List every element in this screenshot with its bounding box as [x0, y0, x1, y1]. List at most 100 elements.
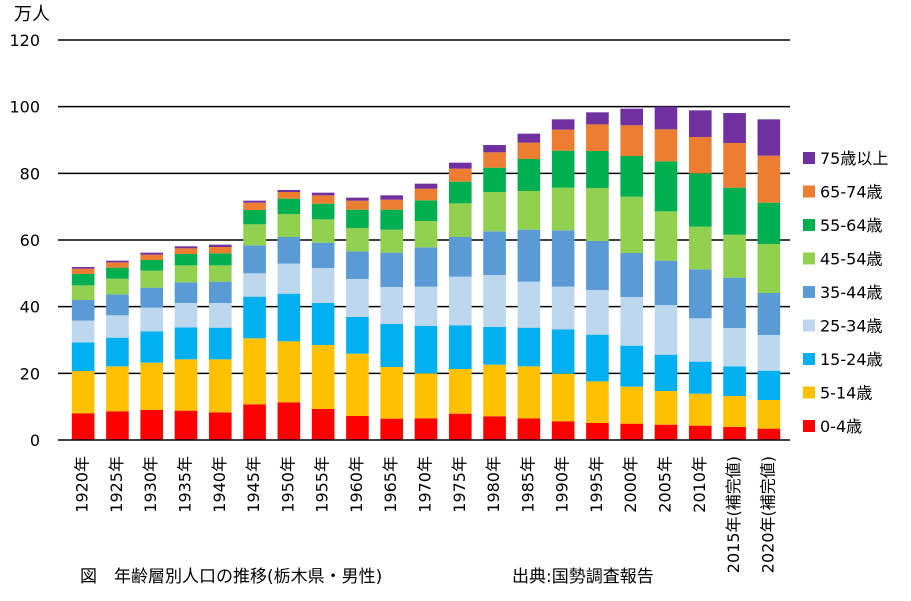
bar-segment: [586, 290, 609, 335]
legend-label: 65-74歳: [820, 183, 883, 202]
bar-segment: [277, 341, 301, 403]
legend-swatch: [803, 185, 815, 198]
bar-segment: [243, 296, 266, 339]
bar-segment: [586, 188, 609, 241]
bar-segment: [757, 202, 781, 244]
x-tick-label: 1920年: [73, 456, 92, 513]
bar-segment: [140, 331, 164, 363]
bar-segment: [277, 190, 301, 192]
bar-segment: [106, 411, 129, 440]
bar-segment: [106, 366, 129, 412]
bar-segment: [106, 294, 129, 316]
bar-segment: [723, 143, 746, 188]
x-tick-label: 2005年: [656, 456, 675, 513]
bar-segment: [243, 338, 266, 405]
bar-segment: [517, 281, 541, 328]
source-caption: 出典:国勢調査報告: [512, 567, 654, 587]
bar-segment: [688, 318, 712, 362]
bar-segment: [311, 192, 335, 196]
bar-segment: [551, 119, 575, 130]
bar-segment: [483, 145, 506, 153]
bar-segment: [551, 286, 575, 330]
bar-segment: [311, 303, 335, 345]
bar-segment: [208, 265, 232, 282]
bar-segment: [414, 373, 438, 419]
x-tick-label: 2000年: [621, 456, 640, 513]
bar-segment: [483, 275, 506, 327]
bar-segment: [174, 248, 198, 254]
bar-segment: [380, 418, 404, 440]
bar-segment: [688, 137, 712, 174]
bar-segment: [551, 230, 575, 287]
legend-label: 55-64歳: [820, 216, 883, 235]
bar-segment: [414, 418, 438, 440]
bar-segment: [311, 203, 335, 220]
legend-label: 35-44歳: [820, 283, 883, 302]
x-axis: 1920年 1925年 1930年 1935年 1940年 1945年 1950年 1955年…: [58, 439, 790, 573]
bar-segment: [346, 197, 369, 201]
legend-label: 75歳以上: [820, 149, 888, 168]
bar-segment: [71, 371, 95, 414]
bar-segment: [208, 327, 232, 360]
bar-segment: [688, 269, 712, 319]
bar-segment: [140, 270, 164, 288]
bar-segment: [140, 362, 164, 410]
bar-segment: [551, 129, 575, 151]
bar-segment: [620, 196, 644, 253]
bar-segment: [380, 195, 404, 200]
bar-segment: [517, 142, 541, 159]
bar-segment: [723, 277, 746, 328]
y-tick-label: 80: [20, 164, 40, 183]
bar-segment: [140, 260, 164, 271]
bar-segment: [277, 293, 301, 342]
legend-swatch: [803, 219, 815, 231]
bar-segment: [346, 209, 369, 228]
bar-segment: [414, 286, 438, 326]
bar-segment: [106, 315, 129, 338]
bar-segment: [380, 367, 404, 419]
bar-segment: [620, 297, 644, 346]
bar-segment: [71, 342, 95, 371]
x-tick-label: 2020年(補完値): [758, 456, 777, 573]
bar-segment: [620, 156, 644, 197]
bar-segment: [174, 359, 198, 411]
bar-segment: [517, 191, 541, 230]
bar-segment: [174, 246, 198, 249]
bar-segment: [174, 265, 198, 283]
bar-segment: [140, 252, 164, 255]
bar-segment: [346, 200, 369, 210]
bar-segment: [71, 413, 95, 440]
bar-segment: [414, 221, 438, 248]
bar-segment: [277, 263, 301, 294]
bar-segment: [414, 183, 438, 189]
bar-segment: [208, 359, 232, 413]
bar-segment: [586, 241, 609, 290]
bar-segment: [757, 428, 781, 440]
bar-segment: [243, 210, 266, 225]
bar-segment: [517, 366, 541, 419]
bar-segment: [688, 173, 712, 227]
x-tick-label: 1930年: [141, 456, 160, 513]
bar-segment: [140, 410, 164, 440]
bar-segment: [140, 254, 164, 260]
bar-segment: [483, 167, 506, 192]
legend-swatch: [803, 286, 815, 298]
bar-segment: [346, 251, 369, 279]
bar-segment: [106, 262, 129, 268]
bar-segment: [380, 252, 404, 287]
bar-segment: [723, 113, 746, 143]
bar-segment: [71, 267, 95, 269]
bar-segment: [71, 300, 95, 321]
bar-segment: [448, 237, 472, 277]
bar-segment: [517, 133, 541, 143]
x-tick-label: 1980年: [484, 456, 503, 513]
bar-segment: [620, 423, 644, 440]
bar-segment: [551, 150, 575, 188]
bar-segment: [414, 326, 438, 374]
bar-segment: [620, 345, 644, 387]
legend-swatch: [803, 386, 815, 399]
bar-segment: [208, 253, 232, 266]
bar-segment: [106, 278, 129, 295]
